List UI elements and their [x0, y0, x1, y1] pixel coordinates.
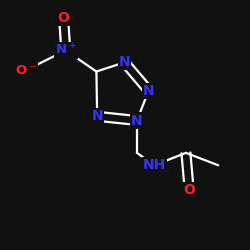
Text: N$^+$: N$^+$: [55, 43, 77, 58]
Text: N: N: [131, 114, 143, 128]
Text: O: O: [58, 11, 70, 25]
Text: N: N: [119, 55, 130, 69]
Text: N: N: [143, 84, 154, 98]
Text: O$^-$: O$^-$: [14, 64, 36, 77]
Text: NH: NH: [143, 158, 166, 172]
Text: O: O: [183, 183, 195, 197]
Text: N: N: [91, 109, 103, 123]
